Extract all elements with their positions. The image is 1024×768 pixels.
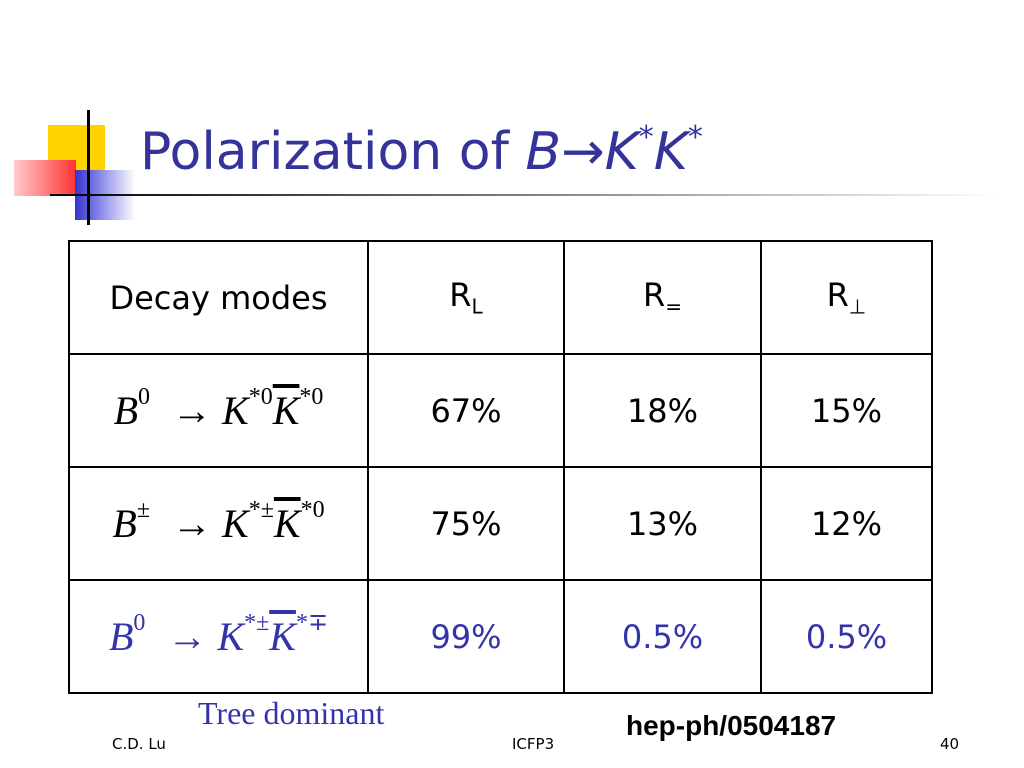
symbol: K xyxy=(269,614,296,659)
symbol: B xyxy=(113,388,139,433)
barred: K xyxy=(273,388,300,433)
polarization-table: Decay modes RL R= R⊥ B0 → K*0K*0 67% 18% 15% B… xyxy=(68,240,933,694)
symbol: K xyxy=(272,388,300,433)
superscript: 0 xyxy=(138,384,151,410)
superscript: *∓ xyxy=(295,610,329,636)
value-cell: 75% xyxy=(367,466,565,581)
superscript: *± xyxy=(248,497,274,523)
superscript: 0 xyxy=(133,610,146,636)
reference: hep-ph/0504187 xyxy=(626,710,837,741)
table-row: B± → K*±K*0 75% 13% 12% xyxy=(68,466,933,581)
superscript: ± xyxy=(136,497,151,523)
barred: K xyxy=(274,501,301,546)
header-cell: Decay modes xyxy=(68,240,369,355)
superscript: *0 xyxy=(248,384,273,410)
mode-cell: B0 → K*0K*0 xyxy=(68,353,369,468)
header-cell: RL xyxy=(367,240,565,355)
symbol: K xyxy=(217,614,245,659)
header-row: Decay modes RL R= R⊥ xyxy=(68,240,933,355)
barred: K xyxy=(269,614,296,659)
logo-vline xyxy=(87,110,90,225)
superscript: *0 xyxy=(300,497,325,523)
arrow: → xyxy=(172,388,213,433)
value-cell: 13% xyxy=(563,466,762,581)
superscript: *0 xyxy=(299,384,324,410)
table-row: B0 → K*±K*∓ 99% 0.5% 0.5% xyxy=(68,579,933,694)
value-cell: 12% xyxy=(760,466,933,581)
mode-cell: B0 → K*±K*∓ xyxy=(68,579,369,694)
header-cell: R⊥ xyxy=(760,240,933,355)
title-rule xyxy=(50,194,1000,196)
value-cell: 18% xyxy=(563,353,762,468)
superscript: *± xyxy=(244,610,270,636)
footer-event: ICFP3 xyxy=(512,735,555,753)
value-cell: 0.5% xyxy=(563,579,762,694)
logo-red xyxy=(14,160,76,196)
value-cell: 0.5% xyxy=(760,579,933,694)
footer-page: 40 xyxy=(940,735,960,753)
mode-cell: B± → K*±K*0 xyxy=(68,466,369,581)
arrow: → xyxy=(172,501,213,546)
symbol: B xyxy=(112,501,137,546)
value-cell: 15% xyxy=(760,353,933,468)
table-row: B0 → K*0K*0 67% 18% 15% xyxy=(68,353,933,468)
formula: B0 → K*0K*0 xyxy=(113,385,324,433)
header-cell: R= xyxy=(563,240,762,355)
symbol: B xyxy=(108,614,134,659)
formula: B± → K*±K*0 xyxy=(112,498,324,546)
slide-title: Polarization of B→K*K* xyxy=(140,120,703,182)
value-cell: 99% xyxy=(367,579,565,694)
note: Tree dominant xyxy=(198,695,385,731)
footer-author: C.D. Lu xyxy=(112,735,166,753)
arrow: → xyxy=(167,614,208,659)
symbol: K xyxy=(222,501,249,546)
value-cell: 67% xyxy=(367,353,565,468)
symbol: K xyxy=(273,501,301,546)
symbol: K xyxy=(222,388,249,433)
formula: B0 → K*±K*∓ xyxy=(108,611,328,659)
